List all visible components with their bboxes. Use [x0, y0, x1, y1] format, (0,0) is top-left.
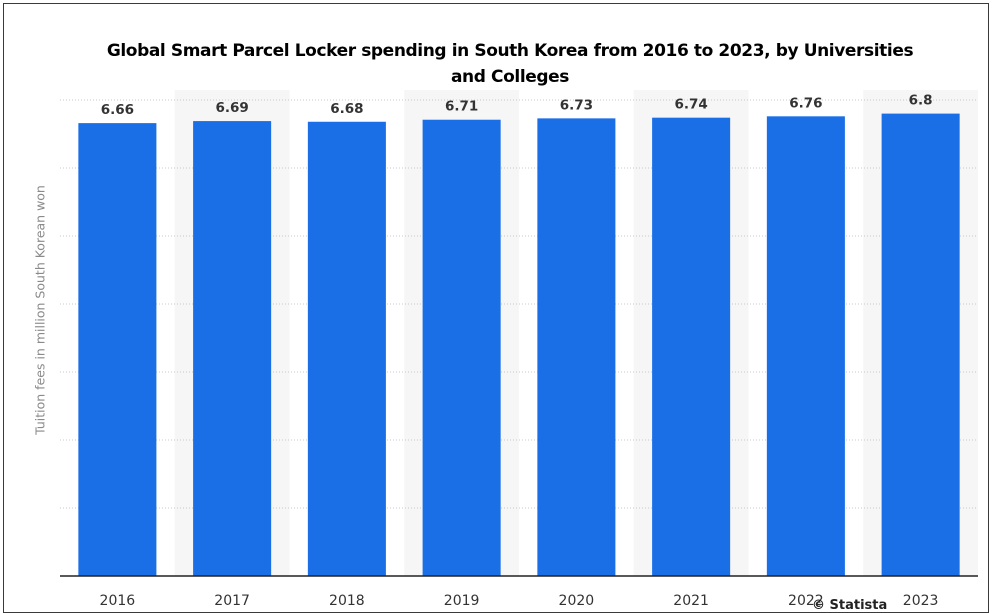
value-labels: 6.66 6.69 6.68 6.71 6.73 6.74 6.76 6.8	[101, 93, 933, 119]
bar-value-label: 6.74	[674, 97, 707, 113]
bar	[766, 116, 845, 576]
bar-value-label: 6.66	[101, 102, 134, 118]
x-tick-label: 2021	[673, 593, 709, 607]
x-tick-label: 2016	[100, 593, 136, 607]
bar	[881, 113, 960, 576]
x-tick-label: 2022	[788, 593, 824, 607]
x-tick-label: 2018	[329, 593, 365, 607]
chart-title: Global Smart Parcel Locker spending in S…	[106, 41, 914, 87]
bar	[307, 121, 386, 576]
bar-value-label: 6.71	[445, 99, 478, 115]
bar-value-label: 6.68	[330, 101, 363, 117]
bar	[652, 117, 731, 577]
bar	[422, 119, 501, 576]
x-tick-label: 2023	[903, 593, 939, 607]
bar	[193, 121, 272, 576]
bars	[78, 113, 960, 577]
source-credit: © Statista	[812, 598, 888, 613]
bar	[537, 118, 616, 577]
bar-value-label: 6.69	[215, 100, 248, 116]
bar	[78, 123, 157, 577]
bar-value-label: 6.73	[560, 97, 593, 113]
bar-value-label: 6.76	[789, 95, 822, 111]
x-tick-label: 2017	[214, 593, 250, 607]
bar-value-label: 6.8	[909, 93, 933, 109]
x-tick-label: 2019	[444, 593, 480, 607]
x-tick-labels: 2016 2017 2018 2019 2020 2021 2022 2023	[100, 593, 939, 607]
x-tick-label: 2020	[559, 593, 595, 607]
